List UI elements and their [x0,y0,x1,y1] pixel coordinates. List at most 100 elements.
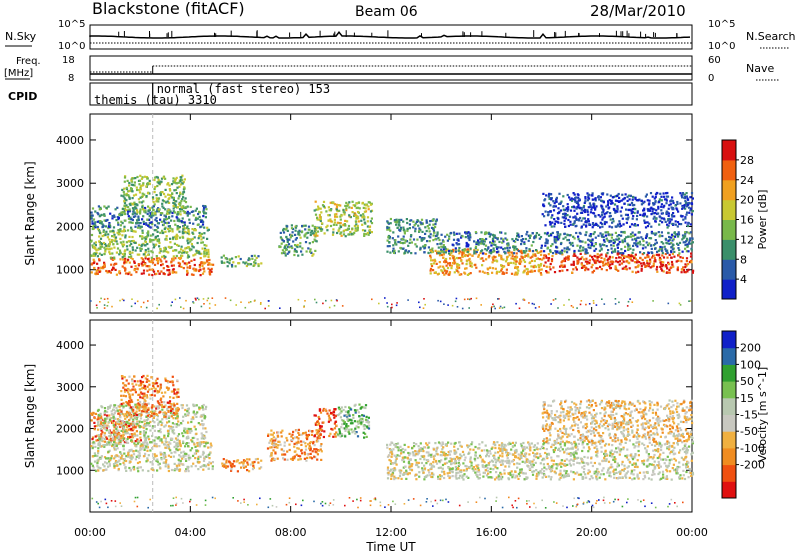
data-cell [404,239,407,242]
data-cell [102,469,105,472]
data-cell [688,232,691,235]
data-cell [681,192,685,195]
freq-label: Freq. [16,56,41,67]
noise-cell [568,298,570,301]
data-cell [120,230,123,233]
data-cell [503,247,507,250]
data-cell [543,264,546,267]
data-cell [582,204,586,208]
data-cell [613,248,617,251]
data-cell [161,229,164,232]
colorbar-block [722,239,736,260]
data-cell [282,229,285,232]
data-cell [655,253,658,256]
data-cell [168,269,171,272]
data-cell [122,431,125,434]
data-cell [573,220,576,223]
data-cell [627,243,630,246]
data-cell [168,273,171,276]
data-cell [136,211,139,214]
data-cell [505,268,508,271]
noise-cell [614,298,617,300]
data-cell [127,206,130,209]
data-cell [172,264,175,267]
data-cell [193,236,196,239]
data-cell [572,235,575,238]
data-cell [688,206,691,209]
noise-cell [391,306,393,309]
data-cell [141,204,144,207]
data-cell [546,233,549,236]
data-cell [146,449,149,452]
data-cell [179,445,182,448]
noise-cell [552,299,555,301]
data-cell [329,201,332,204]
data-cell [602,264,605,267]
data-cell [203,255,206,258]
data-cell [197,237,200,240]
data-cell [442,267,446,270]
data-cell [288,238,291,241]
data-cell [672,201,675,205]
data-cell [183,199,186,202]
data-cell [495,259,498,262]
data-cell [633,211,636,214]
data-cell [202,208,205,211]
data-cell [122,243,125,246]
data-cell [187,413,190,416]
data-cell [204,249,207,252]
data-cell [153,188,156,191]
data-cell [199,226,202,229]
data-cell [118,271,121,274]
data-cell [583,265,586,268]
data-cell [546,231,549,234]
data-cell [620,234,623,237]
data-cell [392,250,395,253]
colorbar-block [722,259,736,280]
data-cell [495,272,498,275]
data-cell [512,262,515,265]
data-cell [469,233,472,237]
data-cell [192,273,195,276]
data-cell [572,223,575,226]
data-cell [165,417,168,420]
data-cell [130,427,133,430]
data-cell [107,227,110,230]
data-cell [108,464,111,467]
data-cell [130,228,134,231]
data-cell [199,465,202,469]
data-cell [105,436,108,439]
data-cell [523,242,526,245]
data-cell [487,246,490,249]
data-cell [631,208,634,211]
data-cell [424,232,427,235]
data-cell [145,460,148,463]
data-cell [432,223,435,226]
data-cell [585,257,588,260]
data-cell [429,254,432,257]
data-cell [655,232,658,235]
data-cell [670,236,673,239]
data-cell [305,250,308,253]
data-cell [511,253,514,256]
noise-cell [557,307,559,309]
data-cell [602,216,605,219]
data-cell [174,179,177,182]
data-cell [107,457,110,460]
data-cell [494,243,497,246]
data-cell [425,219,428,222]
data-cell [481,252,485,255]
data-cell [165,446,168,449]
data-cell [469,247,472,250]
data-cell [126,179,129,182]
data-cell [605,255,608,258]
data-cell [570,263,573,266]
data-cell [147,209,150,212]
data-cell [367,201,370,204]
data-cell [457,249,460,252]
data-cell [140,225,143,228]
data-cell [164,461,168,464]
data-cell [201,453,204,456]
data-cell [639,251,642,254]
data-cell [684,207,687,210]
